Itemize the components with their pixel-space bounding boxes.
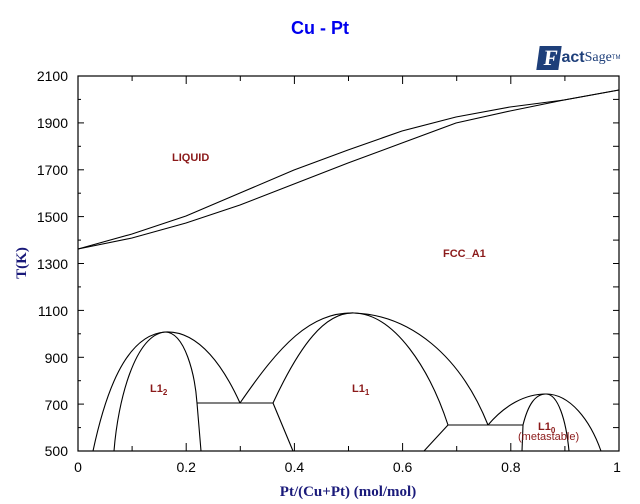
y-tick-2100: 2100 bbox=[37, 68, 68, 84]
y-tick-700: 700 bbox=[45, 397, 69, 413]
factsage-logo-sage: Sage bbox=[584, 50, 612, 65]
factsage-logo-fact: act bbox=[561, 49, 585, 66]
l10-inner-boundary bbox=[522, 393, 570, 452]
y-ticks bbox=[78, 75, 619, 429]
solidus-line bbox=[77, 89, 620, 250]
factsage-logo-tm: TM bbox=[611, 55, 621, 61]
phase-label-l11: L11 bbox=[352, 383, 370, 397]
y-tick-1500: 1500 bbox=[37, 209, 68, 225]
y-tick-1900: 1900 bbox=[37, 115, 68, 131]
phase-label-l11-main: L1 bbox=[352, 383, 365, 395]
phase-label-l10: L10 bbox=[538, 421, 556, 435]
y-tick-900: 900 bbox=[45, 350, 69, 366]
l11-inner-boundary bbox=[272, 312, 449, 426]
x-tick-0: 0 bbox=[74, 459, 82, 475]
l11-outer-boundary bbox=[239, 312, 489, 426]
phase-label-l10-sub: 0 bbox=[551, 426, 556, 435]
x-tick-0.2: 0.2 bbox=[176, 459, 196, 475]
l11-lower-left-line bbox=[272, 402, 294, 452]
phase-label-metastable: (metastable) bbox=[518, 431, 579, 443]
x-tick-labels: 0 0.2 0.4 0.6 0.8 1 bbox=[74, 459, 621, 475]
x-axis-label: Pt/(Cu+Pt) (mol/mol) bbox=[280, 484, 416, 500]
x-ticks bbox=[131, 76, 566, 451]
phase-label-l12: L12 bbox=[150, 383, 168, 397]
liquidus-line bbox=[77, 89, 620, 250]
x-tick-0.6: 0.6 bbox=[393, 459, 413, 475]
phase-label-l11-sub: 1 bbox=[365, 388, 370, 397]
l10-inner-left-line bbox=[521, 424, 524, 452]
x-tick-0.4: 0.4 bbox=[285, 459, 305, 475]
phase-label-l12-main: L1 bbox=[150, 383, 163, 395]
factsage-logo: F act Sage TM bbox=[536, 44, 621, 72]
y-tick-1300: 1300 bbox=[37, 256, 68, 272]
phase-label-liquid: LIQUID bbox=[172, 152, 209, 164]
y-tick-labels: 2100 1900 1700 1500 1300 1100 900 700 50… bbox=[37, 68, 68, 459]
x-tick-0.8: 0.8 bbox=[501, 459, 521, 475]
y-tick-1100: 1100 bbox=[38, 303, 68, 319]
y-tick-500: 500 bbox=[45, 443, 69, 459]
x-tick-1: 1 bbox=[613, 459, 621, 475]
y-axis-label: T(K) bbox=[14, 247, 30, 279]
phase-label-fcc-a1: FCC_A1 bbox=[443, 248, 486, 260]
chart-title: Cu - Pt bbox=[291, 18, 349, 38]
l11-lower-right-line bbox=[423, 424, 449, 452]
l12-inner-boundary bbox=[113, 331, 202, 452]
y-tick-1700: 1700 bbox=[37, 162, 68, 178]
phase-boundaries bbox=[77, 89, 620, 452]
phase-label-l12-sub: 2 bbox=[163, 388, 168, 397]
phase-label-l10-main: L1 bbox=[538, 421, 551, 433]
